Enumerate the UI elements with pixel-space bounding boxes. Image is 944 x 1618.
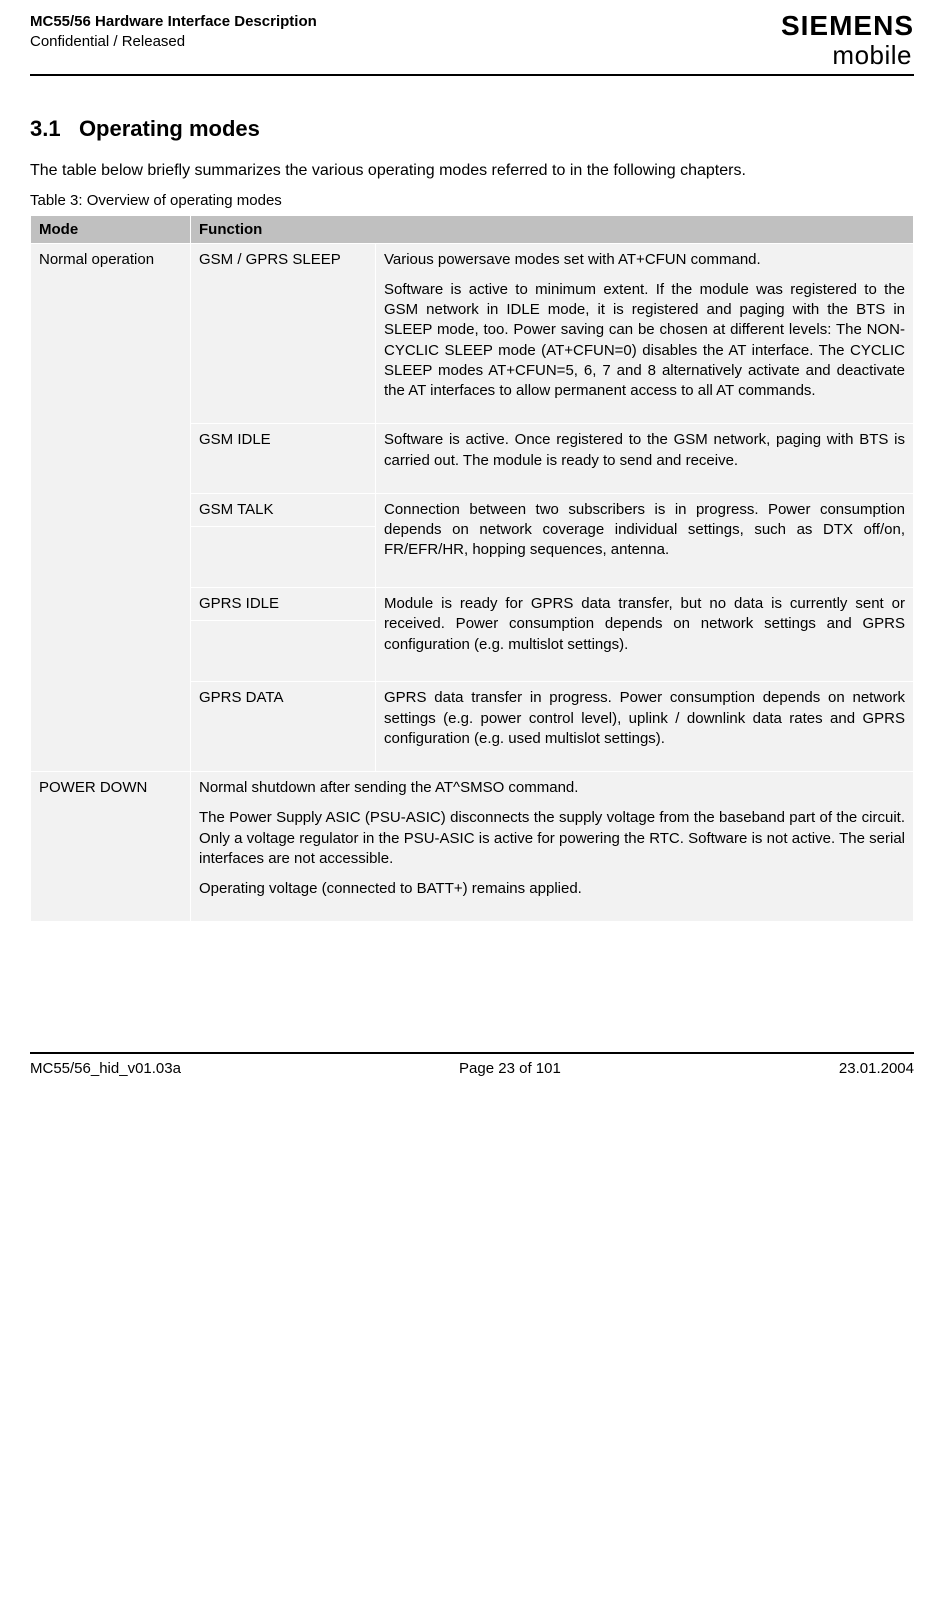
table-row: POWER DOWN Normal shutdown after sending… xyxy=(31,772,914,922)
table-caption: Table 3: Overview of operating modes xyxy=(30,192,914,209)
mode-power-down: POWER DOWN xyxy=(31,772,191,922)
submode-talk-empty xyxy=(191,527,375,587)
section-number: 3.1 xyxy=(30,116,61,141)
submode-gprs-idle-empty xyxy=(191,621,375,681)
table-header-row: Mode Function xyxy=(31,215,914,243)
footer-left: MC55/56_hid_v01.03a xyxy=(30,1060,181,1077)
page-footer: MC55/56_hid_v01.03a Page 23 of 101 23.01… xyxy=(30,1054,914,1091)
submode-talk: GSM TALK xyxy=(191,493,376,587)
desc-talk: Connection between two subscribers is in… xyxy=(376,493,914,587)
desc-sleep: Various powersave modes set with AT+CFUN… xyxy=(376,243,914,424)
submode-gprs-data: GPRS DATA xyxy=(191,682,376,772)
desc-power-down-p1: Normal shutdown after sending the AT^SMS… xyxy=(199,778,905,798)
spacer xyxy=(30,922,914,1052)
section-title: Operating modes xyxy=(79,116,260,141)
section-intro: The table below briefly summarizes the v… xyxy=(30,160,914,182)
siemens-logo: SIEMENS xyxy=(781,12,914,40)
footer-center: Page 23 of 101 xyxy=(459,1060,561,1077)
header-logo: SIEMENS mobile xyxy=(781,12,914,68)
desc-power-down: Normal shutdown after sending the AT^SMS… xyxy=(191,772,914,922)
mode-normal: Normal operation xyxy=(31,243,191,772)
desc-sleep-p1: Various powersave modes set with AT+CFUN… xyxy=(384,250,905,270)
desc-sleep-p2: Software is active to minimum extent. If… xyxy=(384,280,905,402)
submode-gprs-idle: GPRS IDLE xyxy=(191,588,376,682)
submode-gprs-idle-label: GPRS IDLE xyxy=(191,588,375,621)
submode-talk-label: GSM TALK xyxy=(191,494,375,527)
desc-gprs-idle: Module is ready for GPRS data transfer, … xyxy=(376,588,914,682)
desc-power-down-p3: Operating voltage (connected to BATT+) r… xyxy=(199,879,905,899)
mobile-logo: mobile xyxy=(781,42,914,68)
submode-sleep: GSM / GPRS SLEEP xyxy=(191,243,376,424)
doc-title: MC55/56 Hardware Interface Description xyxy=(30,12,317,32)
col-mode: Mode xyxy=(31,215,191,243)
desc-gprs-data-p1: GPRS data transfer in progress. Power co… xyxy=(384,688,905,749)
operating-modes-table: Mode Function Normal operation GSM / GPR… xyxy=(30,215,914,923)
desc-idle: Software is active. Once registered to t… xyxy=(376,424,914,494)
header-left: MC55/56 Hardware Interface Description C… xyxy=(30,12,317,51)
desc-gprs-idle-p1: Module is ready for GPRS data transfer, … xyxy=(384,594,905,655)
desc-talk-p1: Connection between two subscribers is in… xyxy=(384,500,905,561)
desc-gprs-data: GPRS data transfer in progress. Power co… xyxy=(376,682,914,772)
header-rule xyxy=(30,74,914,76)
submode-idle: GSM IDLE xyxy=(191,424,376,494)
footer-right: 23.01.2004 xyxy=(839,1060,914,1077)
desc-power-down-p2: The Power Supply ASIC (PSU-ASIC) disconn… xyxy=(199,808,905,869)
section-heading: 3.1 Operating modes xyxy=(30,116,914,142)
col-function: Function xyxy=(191,215,914,243)
table-row: Normal operation GSM / GPRS SLEEP Variou… xyxy=(31,243,914,424)
desc-idle-p1: Software is active. Once registered to t… xyxy=(384,430,905,471)
doc-classification: Confidential / Released xyxy=(30,32,317,52)
page-header: MC55/56 Hardware Interface Description C… xyxy=(30,0,914,74)
